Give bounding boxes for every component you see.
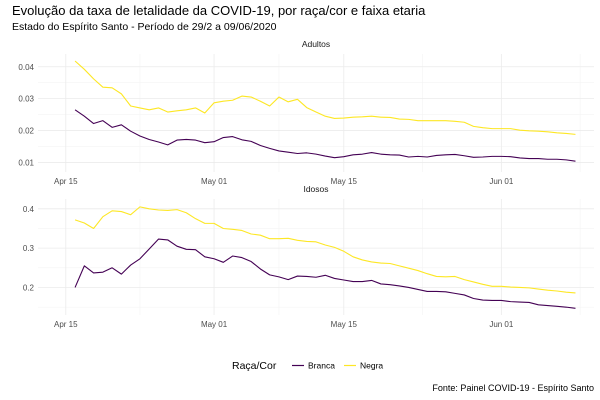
y-tick-label: 0.3 <box>23 244 35 253</box>
legend-title: Raça/Cor <box>232 360 277 372</box>
facet-label: Idosos <box>303 184 328 194</box>
y-tick-label: 0.04 <box>18 63 34 72</box>
panel-adultos: Adultos 0.01 0.02 0.03 0.04 Apr 15 May 01 May 1… <box>18 39 594 186</box>
x-tick-label: Apr 15 <box>54 320 78 329</box>
x-tick-label: May 01 <box>201 177 228 186</box>
legend-label-branca: Branca <box>308 361 335 371</box>
chart-subtitle: Estado do Espírito Santo - Período de 29… <box>12 21 277 33</box>
facet-label: Adultos <box>302 39 330 49</box>
legend: Raça/Cor Branca Negra <box>232 360 383 372</box>
x-tick-label: May 15 <box>331 320 358 329</box>
y-tick-label: 0.2 <box>23 283 35 292</box>
series-line-negra <box>74 206 576 294</box>
x-tick-label: May 15 <box>331 177 358 186</box>
series-line-branca <box>74 238 576 309</box>
chart-title: Evolução da taxa de letalidade da COVID-… <box>12 3 426 18</box>
y-tick-label: 0.03 <box>18 95 34 104</box>
series-line-branca <box>74 109 576 162</box>
x-tick-label: Jun 01 <box>489 320 514 329</box>
y-tick-label: 0.01 <box>18 158 34 167</box>
x-tick-label: Apr 15 <box>54 177 78 186</box>
y-tick-label: 0.4 <box>23 205 35 214</box>
source-caption: Fonte: Painel COVID-19 - Espírito Santo <box>432 383 594 393</box>
panel-idosos: Idosos 0.2 0.3 0.4 Apr 15 May 01 May 15 Jun 01 <box>23 184 594 329</box>
x-tick-label: May 01 <box>201 320 228 329</box>
x-tick-label: Jun 01 <box>489 177 514 186</box>
series-line-negra <box>74 60 576 135</box>
legend-label-negra: Negra <box>360 361 383 371</box>
y-tick-label: 0.02 <box>18 127 34 136</box>
